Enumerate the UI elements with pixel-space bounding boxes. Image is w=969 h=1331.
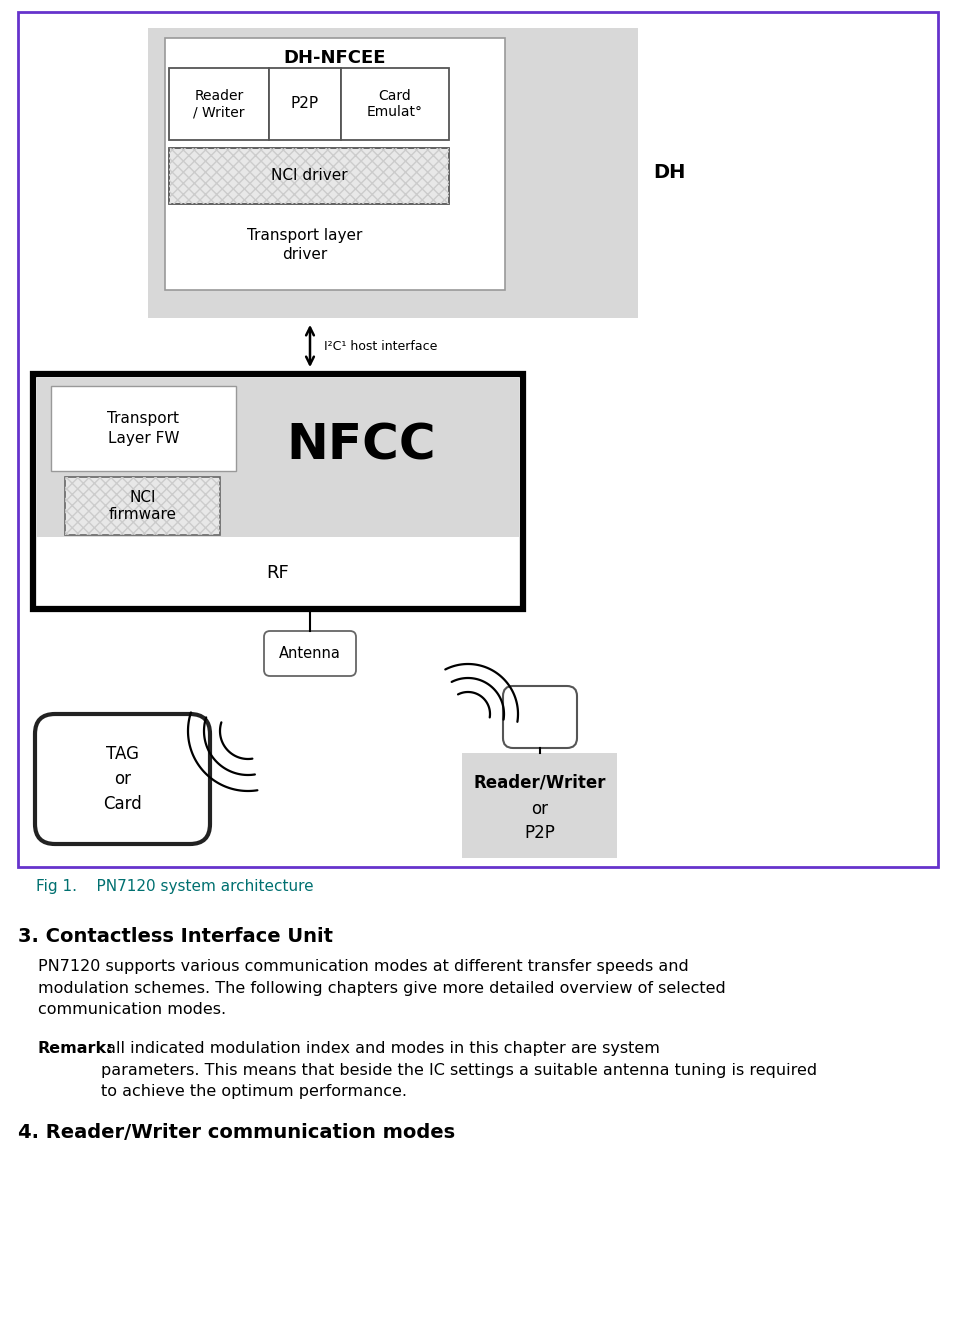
Text: P2P: P2P (524, 824, 555, 841)
Text: 4. Reader/Writer communication modes: 4. Reader/Writer communication modes (18, 1123, 455, 1142)
Bar (341, 68, 449, 140)
Bar (65, 476, 220, 535)
Bar (169, 148, 449, 204)
Bar (169, 68, 269, 140)
FancyBboxPatch shape (35, 713, 210, 844)
FancyBboxPatch shape (503, 685, 577, 748)
Text: P2P: P2P (291, 97, 319, 112)
Bar (37, 378, 519, 536)
Bar (462, 753, 617, 858)
Text: DH: DH (653, 164, 685, 182)
Bar (18, 12, 938, 866)
Text: all indicated modulation index and modes in this chapter are system
parameters. : all indicated modulation index and modes… (101, 1041, 817, 1099)
Text: Transport layer
driver: Transport layer driver (247, 228, 362, 262)
Text: Reader/Writer: Reader/Writer (474, 773, 607, 792)
Text: Antenna: Antenna (279, 646, 341, 662)
Text: 3. Contactless Interface Unit: 3. Contactless Interface Unit (18, 926, 333, 946)
Text: Card
Emulat°: Card Emulat° (367, 89, 423, 118)
Bar (148, 28, 638, 318)
Text: TAG
or
Card: TAG or Card (103, 745, 141, 813)
Text: PN7120 supports various communication modes at different transfer speeds and
mod: PN7120 supports various communication mo… (38, 960, 726, 1017)
Bar (269, 68, 341, 140)
Text: Fig 1.    PN7120 system architecture: Fig 1. PN7120 system architecture (36, 878, 314, 894)
Text: Reader
/ Writer: Reader / Writer (193, 89, 245, 118)
Bar (165, 39, 505, 290)
Text: NFCC: NFCC (287, 422, 436, 470)
Text: or: or (532, 800, 548, 817)
Text: NCI driver: NCI driver (270, 169, 347, 184)
Text: RF: RF (266, 564, 290, 582)
Text: I²C¹ host interface: I²C¹ host interface (324, 339, 437, 353)
Text: DH-NFCEE: DH-NFCEE (284, 49, 387, 67)
FancyBboxPatch shape (264, 631, 356, 676)
Text: Transport
Layer FW: Transport Layer FW (108, 411, 179, 446)
Bar (33, 374, 523, 610)
Bar (169, 148, 449, 204)
Text: Remark:: Remark: (38, 1041, 113, 1055)
Bar (51, 386, 236, 471)
Bar (65, 476, 220, 535)
Text: NCI
firmware: NCI firmware (109, 490, 176, 522)
